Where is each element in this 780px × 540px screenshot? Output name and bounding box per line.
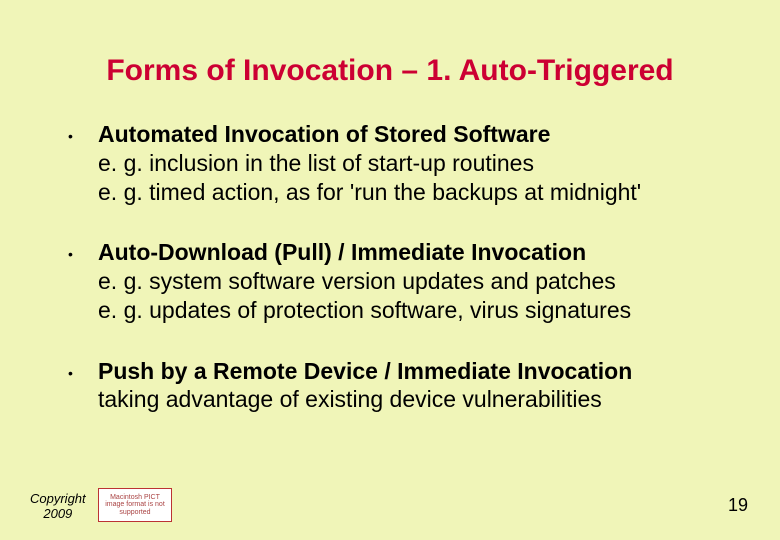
bullet-body: Auto-Download (Pull) / Immediate Invocat… — [98, 238, 728, 324]
bullet-marker: • — [68, 120, 98, 150]
slide-title: Forms of Invocation – 1. Auto-Triggered — [0, 54, 780, 88]
bullet-heading: Automated Invocation of Stored Software — [98, 121, 550, 147]
bullet-body: Automated Invocation of Stored Software … — [98, 120, 728, 206]
bullet-line: taking advantage of existing device vuln… — [98, 386, 602, 412]
bullet-marker: • — [68, 238, 98, 268]
bullet-list: • Automated Invocation of Stored Softwar… — [68, 120, 728, 446]
broken-image-text: Macintosh PICT image format is not suppo… — [99, 493, 171, 517]
bullet-body: Push by a Remote Device / Immediate Invo… — [98, 357, 728, 415]
copyright-line: Copyright — [30, 491, 86, 506]
bullet-item: • Automated Invocation of Stored Softwar… — [68, 120, 728, 206]
copyright-text: Copyright 2009 — [30, 492, 86, 522]
bullet-line: e. g. timed action, as for 'run the back… — [98, 179, 641, 205]
bullet-line: e. g. updates of protection software, vi… — [98, 297, 631, 323]
bullet-line: e. g. system software version updates an… — [98, 268, 616, 294]
broken-image-icon: Macintosh PICT image format is not suppo… — [98, 488, 172, 522]
page-number: 19 — [728, 495, 748, 516]
bullet-marker: • — [68, 357, 98, 387]
bullet-heading: Auto-Download (Pull) / Immediate Invocat… — [98, 239, 586, 265]
bullet-item: • Push by a Remote Device / Immediate In… — [68, 357, 728, 415]
bullet-heading: Push by a Remote Device / Immediate Invo… — [98, 358, 632, 384]
bullet-line: e. g. inclusion in the list of start-up … — [98, 150, 534, 176]
bullet-item: • Auto-Download (Pull) / Immediate Invoc… — [68, 238, 728, 324]
copyright-line: 2009 — [43, 506, 72, 521]
